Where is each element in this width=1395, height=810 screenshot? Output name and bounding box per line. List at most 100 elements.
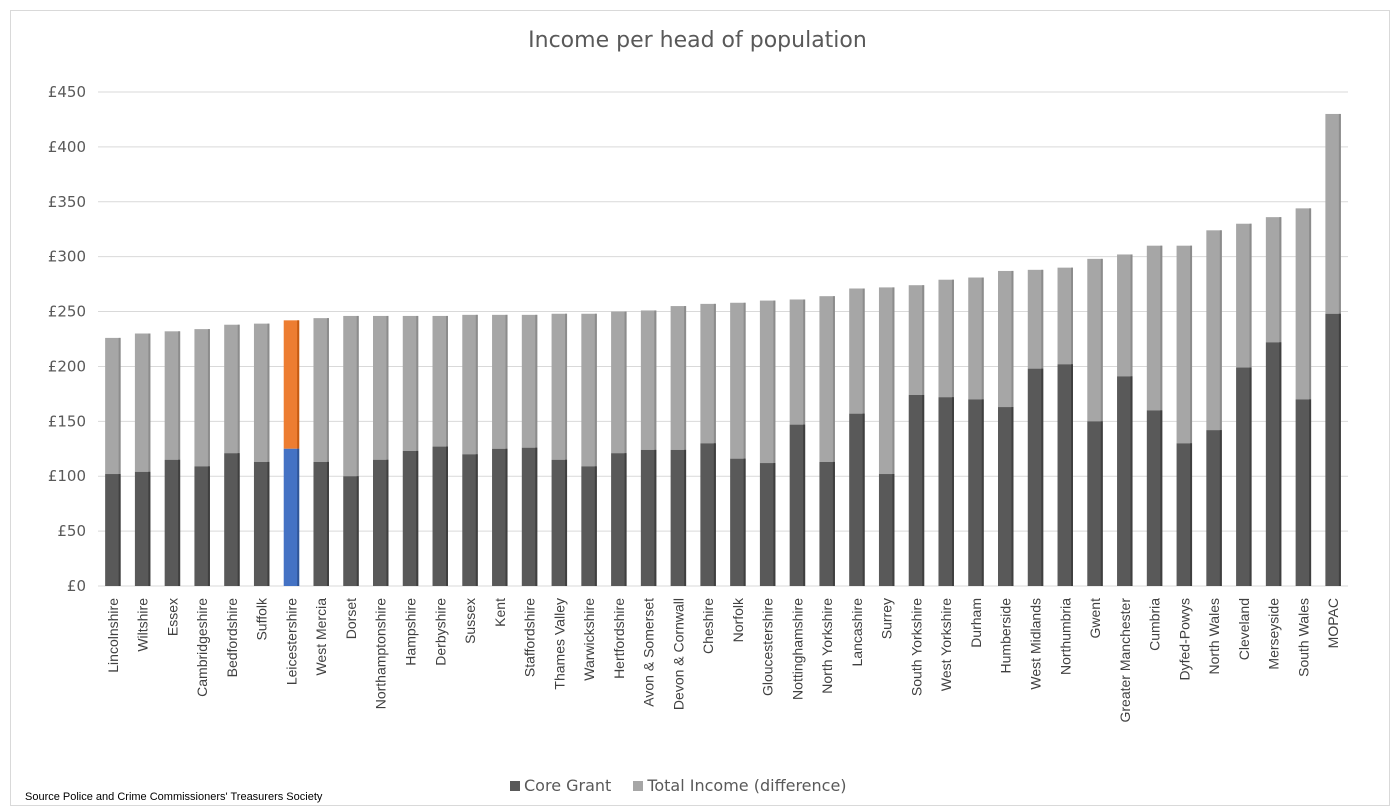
bar-segment-difference (1146, 245, 1163, 411)
bar-segment-core (1057, 364, 1073, 586)
bar-segment-core (878, 474, 895, 586)
x-tick-label: Merseyside (1266, 598, 1282, 670)
bar-segment-core (611, 453, 627, 586)
bar-segment-difference (343, 315, 359, 477)
bar-side-difference (178, 331, 181, 460)
bar-segment-core (998, 407, 1014, 586)
bar-side-core (416, 450, 419, 586)
bar-segment-core (789, 424, 806, 586)
bar-side-core (981, 399, 984, 586)
bar-segment-difference (521, 314, 538, 448)
bar-side-core (951, 397, 954, 586)
bar-side-core (386, 459, 389, 586)
bar-side-difference (922, 285, 925, 395)
bar-segment-difference (105, 337, 121, 475)
bar-segment-core (670, 449, 687, 586)
bar-segment-difference (164, 331, 181, 460)
bar-side-core (684, 449, 687, 586)
bar-segment-core (521, 447, 538, 586)
bar-segment-core (1087, 421, 1103, 586)
x-tick-label: Dorset (343, 598, 359, 639)
bar-segment-core (759, 463, 776, 586)
bar-side-difference (207, 329, 210, 467)
bar-segment-difference (1206, 230, 1222, 431)
x-tick-label: Devon & Cornwall (670, 598, 686, 710)
bar-side-difference (148, 333, 151, 472)
bar-side-difference (832, 296, 835, 462)
bar-segment-core (1265, 342, 1282, 586)
x-tick-label: Humberside (998, 598, 1014, 674)
bar-segment-difference (551, 313, 568, 460)
bar-side-difference (1100, 258, 1103, 422)
bar-side-core (178, 459, 181, 586)
bar-side-difference (803, 299, 806, 425)
x-tick-label: Thames Valley (551, 598, 567, 690)
bar-segment-difference (134, 333, 151, 472)
x-tick-label: Norfolk (730, 597, 746, 642)
bar-segment-core (1295, 399, 1312, 586)
bar-side-core (832, 461, 835, 586)
bar-segment-difference (730, 302, 746, 459)
bar-side-difference (267, 323, 270, 462)
bar-segment-core (1146, 410, 1163, 586)
x-tick-label: North Yorkshire (819, 598, 835, 694)
bar-side-difference (326, 318, 329, 462)
x-tick-label: Warwickshire (581, 598, 597, 681)
bar-side-core (1219, 430, 1222, 586)
chart-legend: Core Grant Total Income (difference) (510, 776, 861, 795)
bar-segment-difference (1027, 269, 1044, 369)
bar-segment-difference (700, 303, 716, 444)
bar-side-core (535, 447, 538, 586)
y-tick-label: £250 (48, 303, 86, 321)
bar-side-difference (356, 315, 359, 477)
y-tick-label: £450 (48, 83, 86, 101)
x-tick-label: Wiltshire (135, 598, 151, 652)
x-tick-label: Sussex (462, 598, 478, 644)
bar-side-difference (981, 277, 984, 400)
bar-segment-difference (759, 300, 776, 464)
bar-side-core (267, 461, 270, 586)
bar-side-core (922, 394, 925, 586)
x-tick-label: Cleveland (1236, 598, 1252, 660)
x-tick-label: West Yorkshire (938, 598, 954, 691)
bar-side-core (356, 476, 359, 586)
bar-segment-core (402, 450, 419, 586)
bar-side-core (118, 474, 121, 586)
bar-segment-difference (819, 296, 835, 462)
x-tick-label: Lincolnshire (105, 598, 121, 673)
bar-side-core (1130, 376, 1133, 586)
bar-side-core (892, 474, 895, 586)
bar-segment-difference (998, 270, 1014, 408)
x-tick-label: North Wales (1206, 598, 1222, 675)
bar-side-core (862, 413, 865, 586)
bar-side-difference (1011, 270, 1014, 408)
bar-side-core (237, 453, 240, 586)
bar-side-core (1279, 342, 1282, 586)
bar-side-core (1100, 421, 1103, 586)
bar-side-difference (446, 315, 448, 447)
bar-segment-core (1206, 430, 1222, 586)
bar-segment-core (224, 453, 240, 586)
x-tick-label: Leicestershire (283, 598, 299, 685)
bar-side-core (148, 471, 151, 586)
bar-segment-core (343, 476, 359, 586)
x-tick-label: Staffordshire (522, 598, 538, 677)
bar-segment-core (283, 448, 300, 586)
chart-title: Income per head of population (528, 28, 867, 53)
bar-side-difference (743, 302, 746, 459)
bar-side-difference (713, 303, 716, 444)
bar-side-difference (475, 314, 478, 455)
legend-swatch-core (510, 780, 520, 791)
x-tick-label: Gwent (1087, 598, 1103, 639)
bar-segment-difference (908, 285, 925, 395)
bar-segment-difference (968, 277, 984, 400)
x-tick-label: Suffolk (254, 597, 270, 641)
bar-segment-difference (1265, 217, 1282, 343)
x-tick-label: Avon & Somerset (641, 598, 657, 707)
bar-side-difference (118, 337, 121, 475)
bar-segment-difference (402, 315, 419, 451)
bar-segment-core (1325, 313, 1341, 586)
bar-side-difference (297, 320, 300, 449)
bar-side-difference (237, 324, 240, 454)
x-tick-label: Cambridgeshire (194, 598, 210, 697)
